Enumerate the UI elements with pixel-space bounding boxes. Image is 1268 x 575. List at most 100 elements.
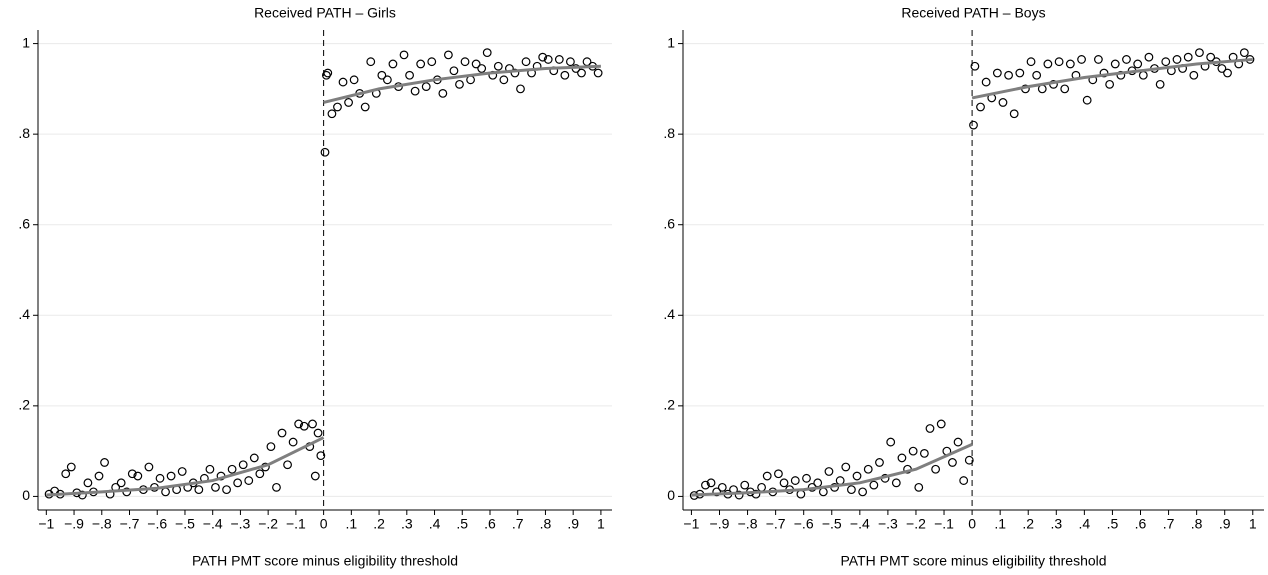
point: [1133, 59, 1143, 69]
x-tick-label: .6: [1135, 516, 1147, 532]
point: [493, 61, 503, 71]
point: [914, 482, 924, 492]
point: [577, 68, 586, 78]
point: [1105, 79, 1115, 89]
point: [310, 471, 320, 481]
x-tick-label: .5: [456, 516, 468, 532]
point: [194, 485, 204, 495]
x-tick-label: −.6: [794, 516, 814, 532]
x-tick-label: −.8: [92, 516, 112, 532]
point: [734, 490, 744, 500]
y-tick-label: 0: [667, 487, 675, 503]
point: [1004, 70, 1013, 80]
point: [959, 476, 969, 485]
point: [155, 473, 165, 483]
point: [410, 86, 420, 96]
point: [323, 68, 333, 78]
point: [1155, 79, 1165, 89]
point: [288, 437, 298, 447]
point: [779, 478, 789, 488]
x-tick-label: −1: [38, 516, 54, 532]
x-tick-label: −.4: [850, 516, 870, 532]
x-tick-label: 0: [320, 516, 328, 532]
x-tick-label: .9: [567, 516, 579, 532]
point: [948, 458, 957, 467]
point: [863, 464, 873, 474]
point: [1116, 70, 1126, 80]
y-tick-label: .6: [663, 215, 675, 231]
point: [222, 485, 231, 495]
point: [499, 75, 509, 85]
point: [166, 471, 176, 481]
point: [211, 482, 220, 492]
point: [277, 428, 287, 438]
point: [953, 437, 963, 447]
point: [349, 75, 359, 85]
x-tick-label: −.6: [147, 516, 167, 532]
point: [316, 451, 326, 461]
point: [77, 490, 87, 500]
y-tick-label: 0: [22, 487, 30, 503]
point: [1183, 52, 1193, 62]
x-axis-label: PATH PMT score minus eligibility thresho…: [840, 553, 1106, 569]
point: [321, 70, 331, 80]
point: [1161, 57, 1171, 67]
x-tick-label: .3: [1050, 516, 1062, 532]
point: [1189, 70, 1199, 80]
point: [1144, 52, 1154, 62]
x-tick-label: −.3: [878, 516, 898, 532]
point: [593, 68, 603, 78]
point: [543, 55, 553, 64]
point: [717, 482, 727, 492]
point: [908, 446, 918, 456]
y-tick-label: 1: [22, 34, 30, 50]
point: [455, 79, 464, 89]
point: [1223, 68, 1232, 78]
point: [382, 75, 392, 85]
point: [919, 448, 929, 458]
point: [1217, 64, 1227, 73]
point: [970, 61, 980, 71]
x-tick-label: −.2: [906, 516, 926, 532]
point: [1054, 57, 1064, 67]
point: [1032, 70, 1042, 80]
point: [313, 428, 323, 438]
point: [100, 458, 109, 467]
point: [377, 70, 387, 80]
x-tick-label: 0: [968, 516, 976, 532]
point: [824, 467, 834, 476]
point: [1065, 59, 1075, 69]
point: [238, 460, 248, 470]
point: [1099, 68, 1109, 78]
y-tick-label: .4: [663, 306, 675, 322]
point: [818, 487, 828, 497]
point: [333, 102, 342, 112]
point: [61, 469, 71, 479]
point: [427, 57, 437, 67]
x-tick-label: −.3: [230, 516, 250, 532]
x-tick-label: .4: [1079, 516, 1091, 532]
point: [133, 471, 143, 481]
x-tick-label: −1: [683, 516, 699, 532]
point: [443, 50, 453, 60]
point: [471, 59, 481, 69]
x-tick-label: .3: [401, 516, 413, 532]
point: [460, 57, 470, 67]
point: [327, 109, 337, 119]
point: [510, 68, 520, 78]
point: [886, 437, 896, 447]
point: [338, 77, 348, 87]
y-tick-label: .6: [18, 215, 30, 231]
point: [1094, 55, 1103, 64]
y-tick-label: .2: [663, 397, 675, 413]
x-tick-label: −.5: [822, 516, 842, 532]
point: [521, 57, 531, 67]
x-tick-label: −.2: [258, 516, 278, 532]
point: [897, 453, 907, 463]
fit-line: [46, 436, 325, 497]
point: [255, 469, 265, 479]
point: [405, 70, 414, 80]
point: [841, 462, 851, 472]
point: [1026, 57, 1036, 67]
x-tick-label: −.9: [710, 516, 730, 532]
